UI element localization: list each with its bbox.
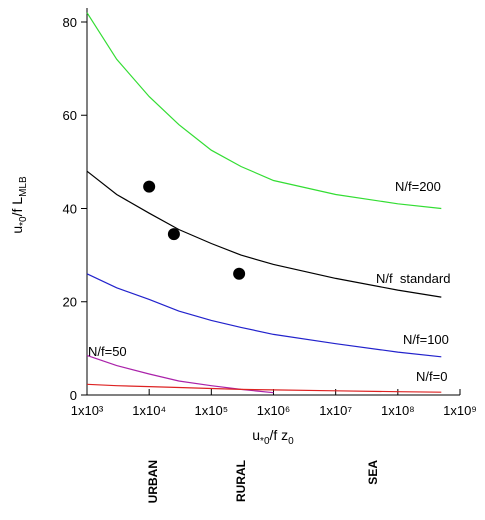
data-point — [143, 180, 156, 193]
series-label: N/f=50 — [88, 344, 127, 359]
data-point — [167, 228, 180, 241]
y-axis-label: u*0/f LMLB — [9, 176, 29, 234]
x-tick-label: 1x10⁵ — [195, 403, 229, 418]
series-label: N/f standard — [376, 271, 450, 286]
zone-label: SEA — [366, 460, 380, 485]
x-tick-label: 1x10⁸ — [381, 403, 415, 418]
series-line — [86, 170, 442, 298]
subscript: 0 — [288, 436, 294, 447]
series-line — [86, 12, 442, 210]
y-tick-label: 80 — [63, 15, 77, 30]
subscript: *0 — [260, 436, 270, 447]
subscript: *0 — [18, 216, 29, 226]
label-part: /f L — [9, 197, 25, 217]
label-part: u — [9, 226, 25, 234]
series-line — [86, 383, 442, 393]
subscript: MLB — [18, 176, 29, 197]
x-tick-label: 1x10⁶ — [257, 403, 291, 418]
data-point — [233, 267, 246, 280]
label-part: /f z — [270, 427, 289, 443]
y-tick-label: 40 — [63, 201, 77, 216]
x-tick-label: 1x10³ — [71, 403, 104, 418]
x-axis-label: u*0/f z0 — [252, 427, 294, 447]
series-label: N/f=200 — [395, 179, 441, 194]
y-tick-label: 0 — [70, 388, 77, 403]
zone-label: RURAL — [234, 460, 248, 502]
zone-label: URBAN — [146, 460, 160, 503]
y-tick-label: 60 — [63, 108, 77, 123]
series-line — [86, 273, 442, 358]
series-label: N/f=0 — [416, 369, 447, 384]
x-tick-label: 1x10⁹ — [443, 403, 477, 418]
x-tick-label: 1x10⁴ — [132, 403, 166, 418]
x-tick-label: 1x10⁷ — [319, 403, 352, 418]
y-tick-label: 20 — [63, 295, 77, 310]
series-label: N/f=100 — [403, 332, 449, 347]
label-part: u — [252, 427, 260, 443]
